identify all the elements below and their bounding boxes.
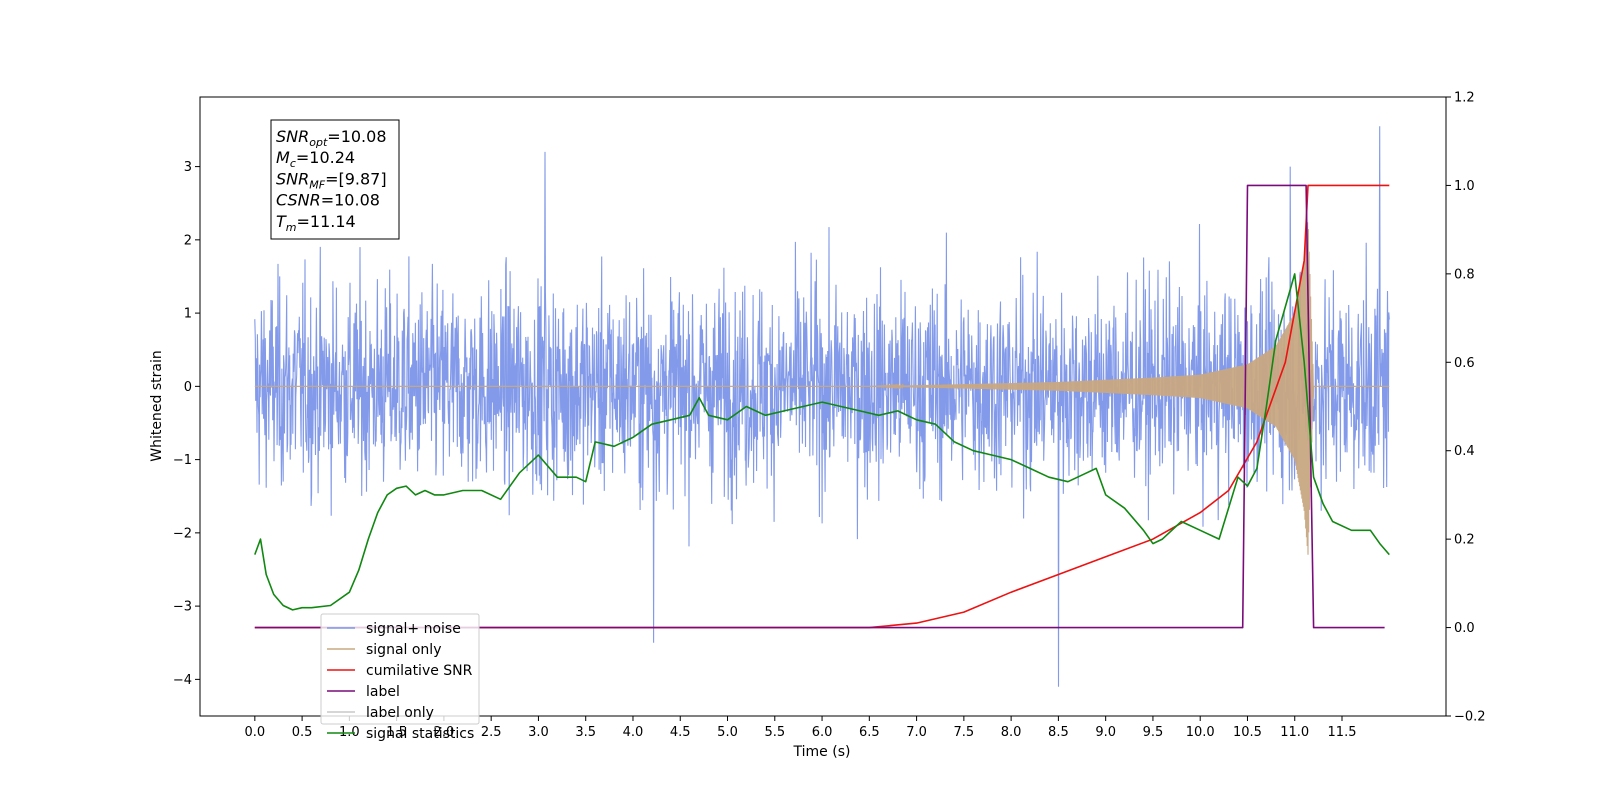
x-tick-label: 9.0 (1095, 725, 1116, 740)
y-axis-right-ticks: 1.2 1.0 0.8 0.6 0.4 0.2 0.0 −0.2 (1446, 91, 1486, 725)
x-tick-label: 11.5 (1328, 725, 1357, 740)
y-right-tick-label: 1.2 (1454, 91, 1475, 106)
legend: signal+ noise signal only cumilative SNR la… (320, 613, 480, 742)
legend-label: cumilative SNR (366, 663, 473, 679)
x-tick-label: 5.5 (764, 725, 785, 740)
x-tick-label: 5.0 (717, 725, 738, 740)
y-right-tick-label: −0.2 (1454, 710, 1486, 725)
y-right-tick-label: 0.0 (1454, 621, 1475, 636)
axes-frame (199, 96, 1447, 717)
legend-label: signal+ noise (366, 621, 461, 637)
legend-label: label (366, 684, 400, 700)
x-tick-label: 4.5 (670, 725, 691, 740)
series-label-line (254, 184, 1385, 629)
y-left-tick-label: −1 (173, 453, 192, 468)
y-left-tick-label: 2 (184, 233, 192, 248)
x-tick-label: 2.0 (434, 725, 455, 740)
x-axis-ticks: 0.0 0.5 1.0 1.5 2.0 2.5 3.0 3.5 4.0 4.5 5.0 5.5 6.0 6… (244, 716, 1356, 740)
y-right-tick-label: 0.2 (1454, 533, 1475, 548)
x-tick-label: 6.5 (859, 725, 880, 740)
x-tick-label: 4.0 (623, 725, 644, 740)
y-left-tick-label: 3 (184, 160, 192, 175)
x-tick-label: 3.0 (528, 725, 549, 740)
x-tick-label: 9.5 (1143, 725, 1164, 740)
info-box-line: Mc=10.24 (276, 148, 355, 170)
x-tick-label: 8.5 (1048, 725, 1069, 740)
y-axis-left-ticks: 3 2 1 0 −1 −2 −3 −4 (173, 160, 200, 688)
legend-label: signal statistics (366, 726, 474, 742)
y-right-tick-label: 0.8 (1454, 267, 1475, 282)
series-signal-only-line (254, 222, 1390, 555)
info-box-line: Tm=11.14 (276, 212, 356, 234)
legend-frame (320, 613, 480, 725)
y-left-tick-label: −2 (173, 526, 192, 541)
x-tick-label: 6.0 (812, 725, 833, 740)
x-tick-label: 0.5 (292, 725, 313, 740)
x-tick-label: 10.0 (1186, 725, 1215, 740)
x-tick-label: 2.5 (481, 725, 502, 740)
legend-label: signal only (366, 642, 441, 658)
x-tick-label: 1.5 (386, 725, 407, 740)
y-right-tick-label: 1.0 (1454, 179, 1475, 194)
y-right-tick-label: 0.6 (1454, 356, 1475, 371)
series-signal-statistics-line (254, 273, 1390, 611)
info-box-line: SNRopt=10.08 (276, 127, 387, 149)
info-box-line: SNRMF=[9.87] (276, 169, 387, 191)
legend-label: label only (366, 705, 434, 721)
y-left-tick-label: −4 (173, 673, 192, 688)
x-tick-label: 7.0 (906, 725, 927, 740)
info-box: SNRopt=10.08Mc=10.24SNRMF=[9.87]CSNR=10.… (270, 119, 400, 240)
x-tick-label: 7.5 (954, 725, 975, 740)
x-tick-label: 0.0 (244, 725, 265, 740)
y-right-tick-label: 0.4 (1454, 444, 1475, 459)
x-axis-label: Time (s) (793, 744, 851, 760)
y-left-tick-label: 1 (184, 307, 192, 322)
y-left-tick-label: −3 (173, 600, 192, 615)
x-tick-label: 3.5 (575, 725, 596, 740)
series-signal-noise-line (254, 126, 1390, 687)
info-box-line: CSNR=10.08 (276, 191, 380, 210)
y-axis-left-label: Whitened strain (149, 350, 165, 461)
x-tick-label: 10.5 (1233, 725, 1262, 740)
y-left-tick-label: 0 (184, 380, 192, 395)
plot-area (254, 126, 1390, 687)
x-tick-label: 11.0 (1280, 725, 1309, 740)
info-box-frame (270, 119, 400, 240)
x-tick-label: 8.0 (1001, 725, 1022, 740)
